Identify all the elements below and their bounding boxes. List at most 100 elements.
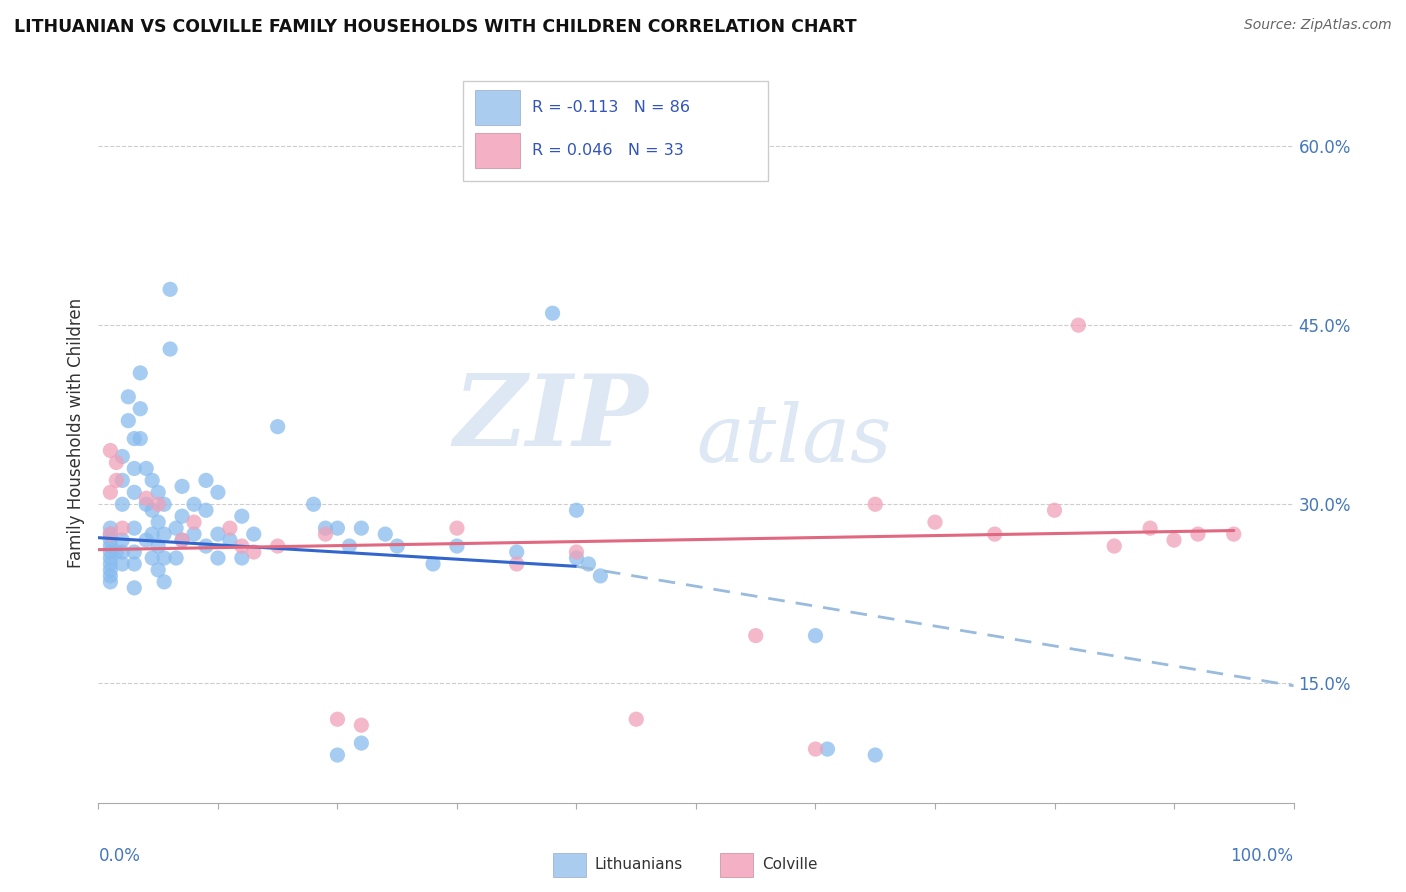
Point [98,569,122,583]
Point [141,527,163,541]
Point [207,551,229,566]
Point [124,545,146,559]
Text: Colville: Colville [762,857,817,872]
Point [231,509,253,524]
Text: Source: ZipAtlas.com: Source: ZipAtlas.com [1244,18,1392,32]
Point [129,401,152,416]
Point [302,497,325,511]
Point [141,551,163,566]
Point [111,545,134,559]
Point [172,509,194,524]
Point [422,557,444,571]
Point [98,521,122,535]
Point [135,533,157,547]
Point [124,581,146,595]
Point [183,527,205,541]
Point [105,474,128,488]
FancyBboxPatch shape [553,853,586,877]
Point [350,718,373,732]
Point [98,574,122,589]
Point [815,742,838,756]
Point [183,515,205,529]
Point [172,533,194,547]
Point [1163,533,1185,547]
FancyBboxPatch shape [475,133,520,169]
Point [219,521,242,535]
Point [506,557,529,571]
Point [135,461,157,475]
Point [350,521,373,535]
Point [745,629,768,643]
Point [124,461,146,475]
Point [98,563,122,577]
Point [506,545,529,559]
Point [243,527,266,541]
Point [135,491,157,506]
Point [385,539,409,553]
FancyBboxPatch shape [463,81,768,181]
Point [804,629,827,643]
Point [111,474,134,488]
Point [111,521,134,535]
Point [98,485,122,500]
Point [1223,527,1246,541]
Point [231,539,253,553]
Point [195,503,218,517]
Point [865,497,887,511]
Point [124,521,146,535]
Point [98,527,122,541]
Point [159,282,181,296]
Point [243,545,266,559]
Point [148,563,170,577]
Point [153,497,176,511]
Text: atlas: atlas [696,401,891,479]
Point [350,736,373,750]
Point [165,521,187,535]
Point [1187,527,1209,541]
Point [446,539,468,553]
Point [105,545,128,559]
Point [153,527,176,541]
Point [141,474,163,488]
Text: ZIP: ZIP [453,369,648,466]
Point [159,342,181,356]
Point [172,533,194,547]
Point [172,479,194,493]
Point [924,515,946,529]
Text: 100.0%: 100.0% [1230,847,1294,865]
Point [98,533,122,547]
Point [135,497,157,511]
Text: LITHUANIAN VS COLVILLE FAMILY HOUSEHOLDS WITH CHILDREN CORRELATION CHART: LITHUANIAN VS COLVILLE FAMILY HOUSEHOLDS… [14,18,856,36]
Point [124,485,146,500]
Point [326,521,349,535]
Point [129,432,152,446]
Point [1043,503,1066,517]
Point [195,474,218,488]
Point [589,569,612,583]
Point [231,551,253,566]
Point [1067,318,1090,333]
Point [111,533,134,547]
Point [315,521,337,535]
FancyBboxPatch shape [720,853,754,877]
Point [207,485,229,500]
Point [1139,521,1161,535]
Point [339,539,361,553]
Point [374,527,396,541]
Point [565,503,588,517]
Point [124,432,146,446]
Text: 0.0%: 0.0% [98,847,141,865]
Point [105,455,128,469]
Point [111,497,134,511]
Point [153,574,176,589]
Point [984,527,1007,541]
Point [326,747,349,762]
Point [117,390,139,404]
Point [124,557,146,571]
Point [207,527,229,541]
Point [165,551,187,566]
Point [541,306,564,320]
Point [804,742,827,756]
Point [141,503,163,517]
Point [117,414,139,428]
